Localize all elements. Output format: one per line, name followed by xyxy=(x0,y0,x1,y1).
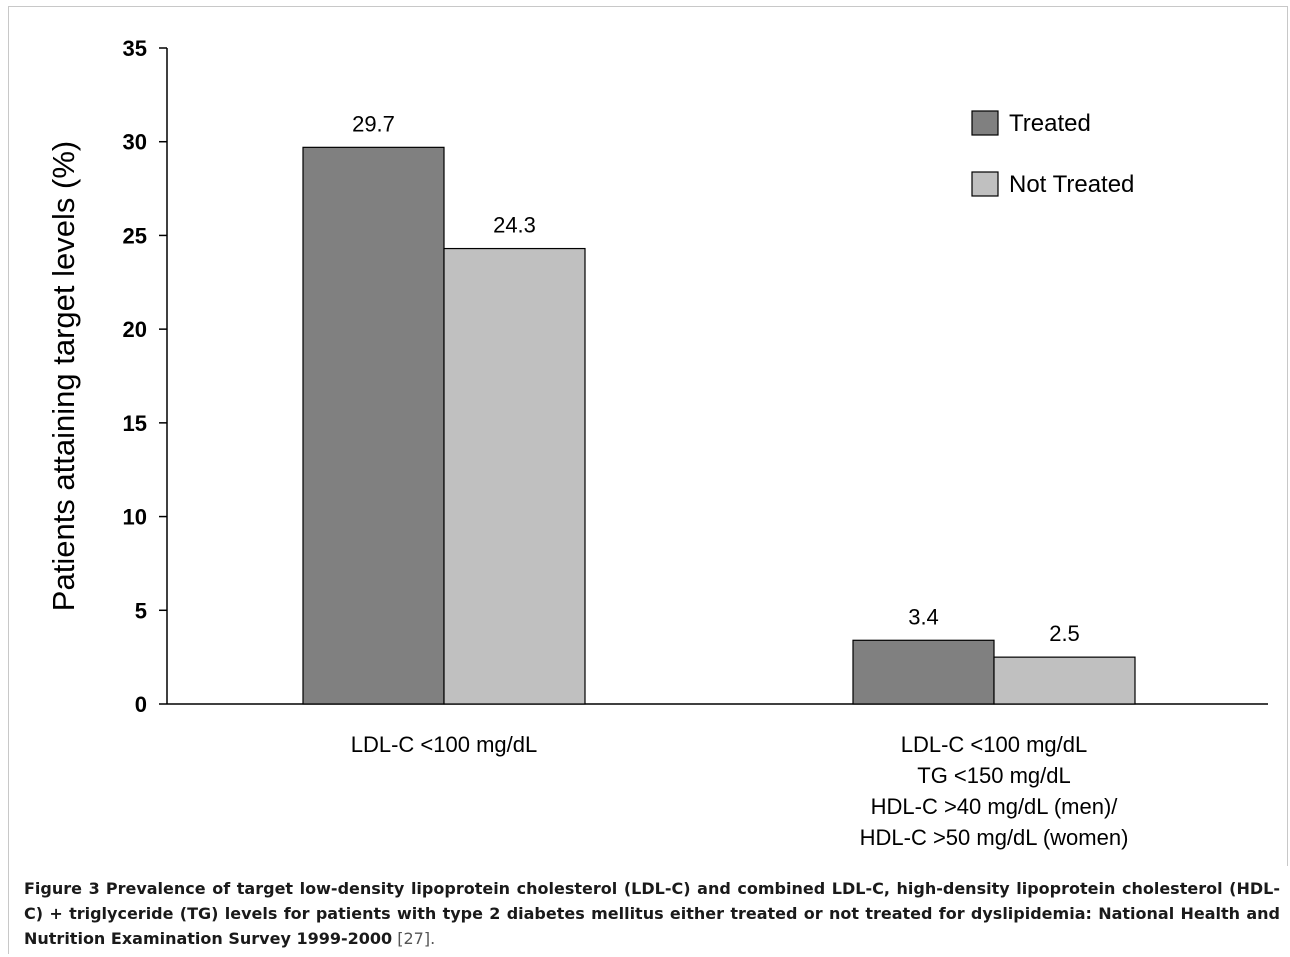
bar-value-label: 3.4 xyxy=(908,604,939,629)
legend-swatch-not-treated xyxy=(971,171,999,197)
caption-citation: [27]. xyxy=(397,929,436,948)
bar-value-label: 29.7 xyxy=(352,111,395,136)
bar-not-treated xyxy=(993,656,1136,705)
legend-label: Not Treated xyxy=(1009,171,1134,198)
y-axis: 0 5 10 15 20 25 30 35 xyxy=(123,36,1268,717)
x-category-label: HDL-C >50 mg/dL (women) xyxy=(860,825,1129,850)
figure-frame xyxy=(8,6,1288,866)
x-category-label: LDL-C <100 mg/dL xyxy=(901,732,1088,757)
y-tick-label: 10 xyxy=(123,505,147,530)
bar-value-label: 2.5 xyxy=(1049,621,1080,646)
bar-chart: Patients attaining target levels (%) 0 5 1… xyxy=(46,36,1268,850)
caption-text: Prevalence of target low-density lipopro… xyxy=(24,879,1280,948)
bar-treated xyxy=(852,639,995,705)
bars: 29.7 24.3 3.4 2.5 xyxy=(302,111,1136,705)
y-tick-label: 5 xyxy=(135,598,147,623)
bar-not-treated xyxy=(443,247,586,705)
x-axis-labels: LDL-C <100 mg/dL LDL-C <100 mg/dL TG <150 … xyxy=(351,732,1129,850)
y-tick-label: 15 xyxy=(123,411,147,436)
y-tick-label: 30 xyxy=(123,130,147,155)
caption-label: Figure 3 xyxy=(24,879,100,898)
figure-frame-edge xyxy=(8,866,9,954)
x-category-label: TG <150 mg/dL xyxy=(917,763,1070,788)
legend: Treated Not Treated xyxy=(971,110,1134,198)
figure-caption: Figure 3 Prevalence of target low-densit… xyxy=(24,876,1280,951)
bar-treated xyxy=(302,146,445,705)
legend-swatch-treated xyxy=(971,110,999,136)
y-tick-label: 0 xyxy=(135,692,147,717)
x-category-label: LDL-C <100 mg/dL xyxy=(351,732,538,757)
x-category-label: HDL-C >40 mg/dL (men)/ xyxy=(871,794,1119,819)
y-tick-label: 35 xyxy=(123,36,147,61)
y-axis-label: Patients attaining target levels (%) xyxy=(46,141,81,611)
y-tick-label: 25 xyxy=(123,223,147,248)
y-tick-label: 20 xyxy=(123,317,147,342)
legend-label: Treated xyxy=(1009,110,1091,137)
bar-value-label: 24.3 xyxy=(493,213,536,238)
